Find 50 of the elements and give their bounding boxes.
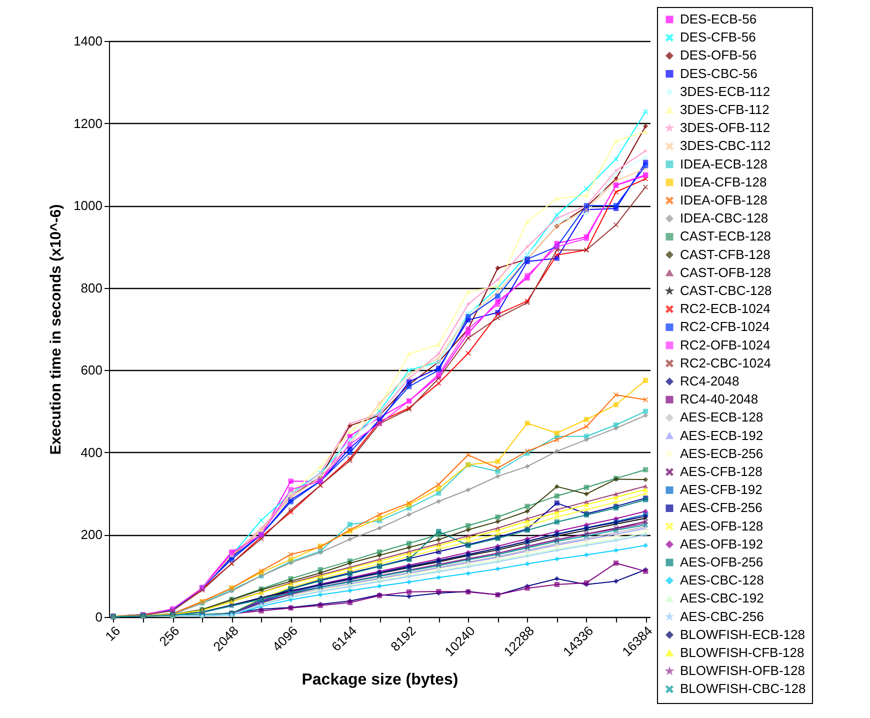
x-axis-title: Package size (bytes) [302, 671, 458, 688]
legend-label: DES-OFB-56 [680, 48, 757, 63]
legend-label: BLOWFISH-CFB-128 [680, 645, 804, 660]
y-tick-label: 200 [80, 527, 102, 542]
legend-label: CAST-CFB-128 [680, 246, 770, 262]
legend-label: 3DES-CFB-112 [680, 102, 770, 117]
y-tick-label: 800 [80, 280, 102, 296]
legend-label: RC2-CBC-1024 [680, 355, 772, 370]
y-tick-label: 1200 [74, 116, 102, 131]
legend-label: RC2-CFB-1024 [680, 319, 770, 334]
y-tick-label: 600 [80, 362, 102, 378]
legend-label: RC4-40-2048 [680, 392, 758, 407]
y-tick-label: 400 [80, 444, 102, 460]
legend-label: AES-ECB-192 [680, 428, 764, 443]
legend-label: AES-CFB-128 [680, 464, 762, 479]
legend-label: 3DES-OFB-112 [680, 120, 770, 136]
legend-label: AES-OFB-128 [680, 518, 764, 534]
legend-label: DES-CFB-56 [680, 30, 756, 45]
y-tick-label: 1000 [74, 198, 102, 214]
legend-label: CAST-ECB-128 [680, 228, 772, 244]
legend-label: IDEA-CBC-128 [680, 210, 768, 226]
legend-label: CAST-OFB-128 [680, 264, 772, 280]
legend-label: RC2-ECB-1024 [680, 301, 770, 316]
legend-label: AES-CFB-256 [680, 500, 762, 516]
y-tick-label: 0 [95, 610, 102, 624]
legend-label: DES-CBC-56 [680, 66, 758, 81]
legend-label: BLOWFISH-ECB-128 [680, 626, 805, 642]
legend-label: IDEA-ECB-128 [680, 156, 768, 172]
legend-label: AES-CFB-192 [680, 482, 762, 498]
legend-label: AES-CBC-128 [680, 572, 764, 588]
x-tick-label: 256 [156, 623, 182, 650]
legend-label: DES-ECB-56 [680, 12, 757, 26]
legend-label: AES-OFB-192 [680, 536, 764, 552]
legend-label: BLOWFISH-CBC-128 [680, 681, 806, 696]
legend-label: BLOWFISH-OFB-128 [680, 663, 805, 678]
legend-label: 3DES-CBC-112 [680, 138, 771, 154]
legend-label: 3DES-ECB-112 [680, 84, 770, 99]
legend-label: AES-ECB-256 [680, 446, 764, 461]
legend-label: AES-CBC-192 [680, 590, 764, 606]
legend-label: AES-ECB-128 [680, 410, 764, 425]
legend-label: AES-OFB-256 [680, 554, 764, 570]
y-tick-label: 1400 [74, 34, 102, 48]
legend-label: IDEA-CFB-128 [680, 174, 767, 190]
legend-label: RC4-2048 [680, 374, 740, 388]
y-axis-title: Execution time in seconds (x10^-6) [48, 204, 65, 455]
legend-label: IDEA-OFB-128 [680, 192, 768, 208]
legend-label: CAST-CBC-128 [680, 283, 772, 298]
legend-label: AES-CBC-256 [680, 608, 764, 624]
legend-label: RC2-OFB-1024 [680, 337, 770, 352]
x-tick-label: 16 [102, 623, 124, 644]
